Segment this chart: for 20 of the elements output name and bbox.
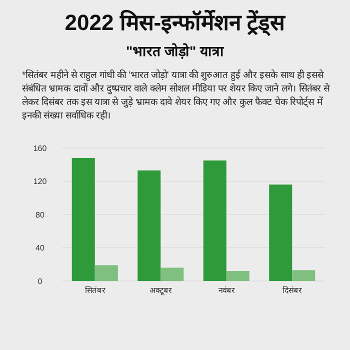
y-tick-label: 0 [38,276,43,286]
bar [160,268,184,281]
bar [72,158,95,281]
bar [138,170,161,281]
bar [226,271,250,281]
x-tick-label: दिसंबर [282,285,303,295]
chart-title: 2022 मिस-इन्फॉर्मेशन ट्रेंड्स [64,9,286,37]
y-tick-label: 80 [36,210,45,220]
x-tick-label: नवंबर [218,286,236,295]
y-tick-label: 40 [36,244,45,253]
bar [269,184,292,281]
x-tick-label: सितंबर [84,285,106,295]
bar [203,160,226,281]
y-tick-label: 120 [33,177,48,186]
x-tick-label: अक्टूबर [150,286,173,296]
bar [292,270,316,281]
y-tick-label: 160 [33,144,48,153]
text: *सितंबर महीने से राहुल गांधी की 'भारत जोड़ो' यात्रा की शुरुआत हुई और इसके साथ ही इससे संबंधित भ्रामक दावों और दुष्प्रचार वाले क्लेम सोशल मीडिया पर शेयर किए जाने लगे। सितंबर से लेकर दिसंबर तक इस यात्रा से जुड़े भ्रामक दावे शेयर किए गए और कुल फैक्ट चेक रिपोर्ट्स में इनकी संख्या सर्वाधिक रही। [22,69,331,122]
bar [94,265,118,281]
chart-subtitle: "भारत जोड़ो" यात्रा [126,43,226,59]
